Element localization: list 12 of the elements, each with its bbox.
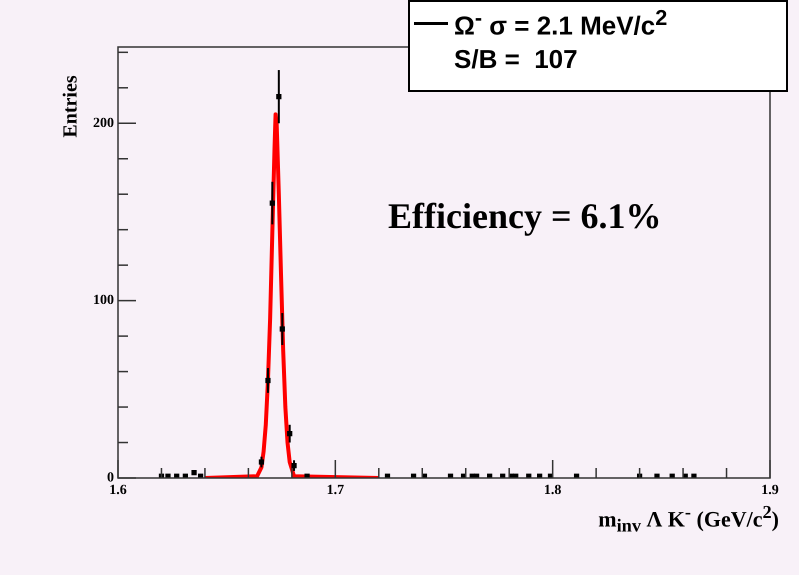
x-tick-label: 1.6 (109, 483, 127, 498)
x-tick-label: 1.8 (544, 483, 562, 498)
y-tick-label: 200 (93, 116, 114, 131)
legend-label: Ω$^{-}$ σ = 2.1 MeV/c$^{2}$ (454, 4, 668, 42)
y-axis-title: Entries (60, 75, 83, 138)
x-tick-label: 1.7 (326, 483, 344, 498)
x-axis-title: m$_{inv}$ Λ K$^{-}$ (GeV/c$^{2}$) (598, 502, 779, 537)
x-tick-label: 1.9 (761, 483, 779, 498)
annotation: S/B = 107 (453, 44, 579, 75)
y-tick-label: 0 (107, 470, 114, 486)
y-tick-label: 100 (93, 293, 114, 308)
annotation: Efficiency = 6.1% (388, 195, 662, 237)
